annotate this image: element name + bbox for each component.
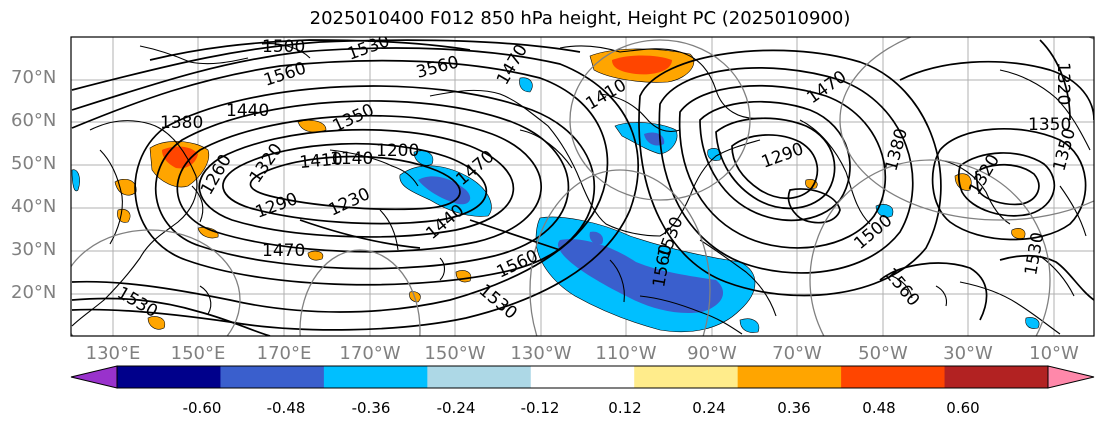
- lat-label-30n: 30°N: [11, 239, 57, 260]
- lon-label-170w: 170°W: [339, 343, 401, 364]
- map-title: 2025010400 F012 850 hPa height, Height P…: [309, 8, 851, 29]
- lon-label-110w: 110°W: [595, 343, 657, 364]
- height-contours: [71, 39, 1094, 336]
- contour-label: 1320: [1053, 62, 1073, 105]
- lon-label-170e: 170°E: [256, 343, 312, 364]
- projection-rings: [71, 37, 1094, 336]
- lon-label-70w: 70°W: [772, 343, 822, 364]
- lon-label-150w: 150°W: [424, 343, 486, 364]
- map-frame: [70, 36, 1095, 337]
- lat-label-60n: 60°N: [11, 110, 57, 131]
- colorbar-tick-label: 0.36: [777, 399, 811, 417]
- contour-label: 1200: [376, 141, 419, 161]
- colorbar-tick-label: -0.48: [266, 399, 306, 417]
- contour-label: 1500: [262, 37, 305, 57]
- colorbar-tick-label: -0.36: [351, 399, 391, 417]
- lon-label-130e: 130°E: [85, 343, 141, 364]
- lat-label-50n: 50°N: [11, 153, 57, 174]
- lat-label-70n: 70°N: [11, 67, 57, 88]
- lat-label-20n: 20°N: [11, 282, 57, 303]
- colorbar-tick-label: -0.24: [436, 399, 476, 417]
- lon-label-10w: 10°W: [1029, 343, 1079, 364]
- lon-label-30w: 30°W: [943, 343, 993, 364]
- colorbar-tick-label: 0.12: [608, 399, 642, 417]
- lat-label-40n: 40°N: [11, 196, 57, 217]
- contour-label: 1440: [226, 101, 269, 121]
- contour-label: 1410: [299, 149, 344, 173]
- lon-label-90w: 90°W: [687, 343, 737, 364]
- lon-label-130w: 130°W: [510, 343, 572, 364]
- contour-label: 1470: [262, 241, 305, 261]
- colorbar-tick-label: 0.48: [862, 399, 896, 417]
- contour-label: 1350: [1028, 115, 1071, 135]
- colorbar-tick-label: 0.24: [692, 399, 726, 417]
- lon-label-50w: 50°W: [858, 343, 908, 364]
- contour-label: 1380: [160, 113, 203, 133]
- contour-label: 1140: [330, 149, 373, 169]
- colorbar-tick-label: -0.12: [520, 399, 560, 417]
- colorbar-tick-label: -0.60: [182, 399, 222, 417]
- colorbar-tick-label: 0.60: [946, 399, 980, 417]
- positive-pc-shading: [114, 48, 1026, 330]
- lon-label-150e: 150°E: [170, 343, 226, 364]
